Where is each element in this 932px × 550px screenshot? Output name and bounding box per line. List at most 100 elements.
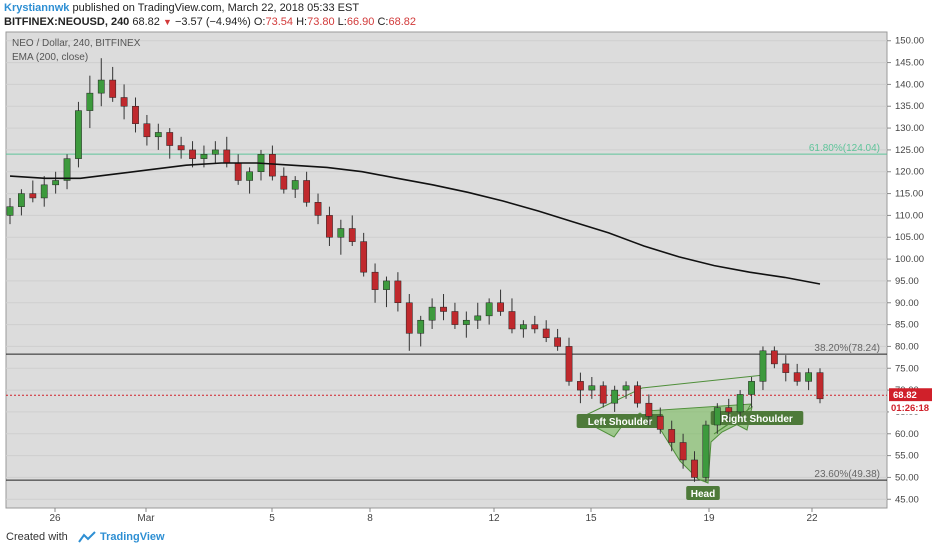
fib-label: 61.80%(124.04) bbox=[809, 143, 880, 154]
price-tick-label: 85.00 bbox=[895, 320, 919, 331]
time-tick-label: 5 bbox=[269, 513, 275, 524]
candle-body bbox=[40, 184, 48, 199]
candle-body bbox=[588, 385, 596, 391]
time-tick-label: Mar bbox=[137, 513, 155, 524]
price-tick-label: 120.00 bbox=[895, 167, 924, 178]
countdown-text: 01:26:18 bbox=[891, 403, 929, 414]
indicator-label[interactable]: EMA (200, close) bbox=[12, 52, 88, 63]
last-price-text: 68.82 bbox=[893, 390, 917, 401]
candle-body bbox=[713, 407, 721, 426]
time-tick-label: 12 bbox=[488, 513, 500, 524]
candle-body bbox=[417, 319, 425, 334]
time-axis[interactable]: 26 Mar 5 8 12 15 19 22 bbox=[49, 508, 818, 524]
candle-body bbox=[542, 328, 550, 338]
candle-body bbox=[736, 394, 744, 413]
price-tick-label: 145.00 bbox=[895, 58, 924, 69]
countdown-bg bbox=[889, 401, 932, 415]
low-label: L: bbox=[337, 16, 347, 28]
last-price: 68.82 bbox=[132, 16, 160, 28]
candle-body bbox=[291, 180, 299, 190]
candle-body bbox=[770, 350, 778, 365]
pattern-label: Head bbox=[691, 489, 715, 500]
chart-title: NEO / Dollar, 240, BITFINEX bbox=[12, 38, 141, 49]
price-tick-label: 130.00 bbox=[895, 123, 924, 134]
created-with-text: Created with bbox=[6, 531, 68, 543]
candle-body bbox=[200, 154, 208, 159]
candle-body bbox=[656, 416, 664, 430]
price-axis-bg bbox=[888, 32, 932, 508]
time-tick-label: 22 bbox=[806, 513, 818, 524]
candle-body bbox=[189, 149, 196, 159]
candle-body bbox=[348, 228, 356, 242]
price-tick-label: 105.00 bbox=[895, 232, 924, 243]
high-label: H: bbox=[296, 16, 308, 28]
time-tick-label: 8 bbox=[367, 513, 373, 524]
candle-body bbox=[52, 180, 60, 186]
candle-body bbox=[29, 193, 37, 199]
candle-body bbox=[280, 175, 288, 190]
time-tick-label: 26 bbox=[49, 513, 61, 524]
price-tick-label: 50.00 bbox=[895, 472, 919, 483]
candle-body bbox=[668, 429, 676, 443]
price-tick-label: 55.00 bbox=[895, 451, 919, 462]
price-tick-label: 90.00 bbox=[895, 298, 919, 309]
candle-body bbox=[725, 407, 733, 413]
down-arrow-icon: ▼ bbox=[162, 17, 172, 27]
fib-label: 23.60%(49.38) bbox=[814, 469, 880, 480]
close-value: 68.82 bbox=[388, 16, 416, 28]
candle-body bbox=[394, 280, 402, 304]
candle-body bbox=[428, 306, 436, 321]
candle-body bbox=[360, 241, 368, 273]
fib-levels: 61.80%(124.04) 38.20%(78.24) 23.60%(49.38) bbox=[6, 143, 887, 481]
high-value: 73.80 bbox=[307, 16, 335, 28]
candle-body bbox=[269, 154, 276, 177]
candle-body bbox=[383, 280, 390, 290]
last-price-tag bbox=[889, 388, 932, 402]
open-value: 73.54 bbox=[265, 16, 294, 28]
price-tick-label: 45.00 bbox=[895, 494, 919, 505]
candle-body bbox=[497, 302, 504, 312]
candle-body bbox=[793, 372, 801, 382]
candle-body bbox=[759, 350, 767, 382]
candle-body bbox=[234, 162, 242, 181]
candle-body bbox=[440, 306, 447, 312]
candle-body bbox=[86, 92, 94, 111]
open-label: O: bbox=[253, 16, 266, 28]
candle-body bbox=[599, 385, 607, 404]
candle-body bbox=[75, 110, 82, 159]
price-tick-label: 115.00 bbox=[895, 189, 923, 200]
author-link[interactable]: Krystiannwk bbox=[4, 2, 70, 14]
candle-body bbox=[132, 105, 139, 124]
candle-body bbox=[371, 271, 379, 290]
candle-body bbox=[143, 123, 151, 138]
price-change: −3.57 (−4.94%) bbox=[174, 16, 251, 28]
time-tick-label: 19 bbox=[703, 513, 715, 524]
head-shoulders-pattern: Left Shoulder Head Right Shoulder bbox=[576, 374, 804, 500]
chart-overlay: NEO / Dollar, 240, BITFINEX EMA (200, cl… bbox=[12, 38, 141, 63]
tradingview-brand[interactable]: TradingView bbox=[100, 531, 165, 543]
candle-body bbox=[109, 79, 117, 98]
candle-body bbox=[816, 372, 824, 400]
candle-body bbox=[177, 145, 185, 151]
chart-area[interactable]: 61.80%(124.04) 38.20%(78.24) 23.60%(49.38)… bbox=[0, 30, 932, 525]
candle-body bbox=[634, 385, 641, 404]
price-tick-label: 135.00 bbox=[895, 101, 924, 112]
grid-lines bbox=[6, 40, 887, 500]
pattern-label-bg bbox=[710, 411, 804, 425]
price-axis[interactable]: 150.00 145.00 140.00 135.00 130.00 125.00 120.… bbox=[887, 32, 932, 508]
candle-body bbox=[782, 363, 790, 373]
candle-body bbox=[337, 228, 345, 238]
price-tick-label: 100.00 bbox=[895, 254, 924, 265]
ema-line bbox=[9, 162, 821, 285]
low-value: 66.90 bbox=[346, 16, 375, 28]
candle-body bbox=[611, 389, 619, 404]
price-chart[interactable]: 61.80%(124.04) 38.20%(78.24) 23.60%(49.38)… bbox=[0, 30, 932, 525]
candle-body bbox=[211, 149, 219, 155]
candle-body bbox=[622, 385, 630, 391]
footer: Created with TradingView bbox=[0, 526, 932, 550]
fib-label: 38.20%(78.24) bbox=[814, 343, 880, 354]
price-tick-label: 150.00 bbox=[895, 36, 924, 47]
candle-body bbox=[314, 202, 322, 216]
ema-curve bbox=[9, 162, 821, 285]
candle-body bbox=[451, 311, 459, 325]
